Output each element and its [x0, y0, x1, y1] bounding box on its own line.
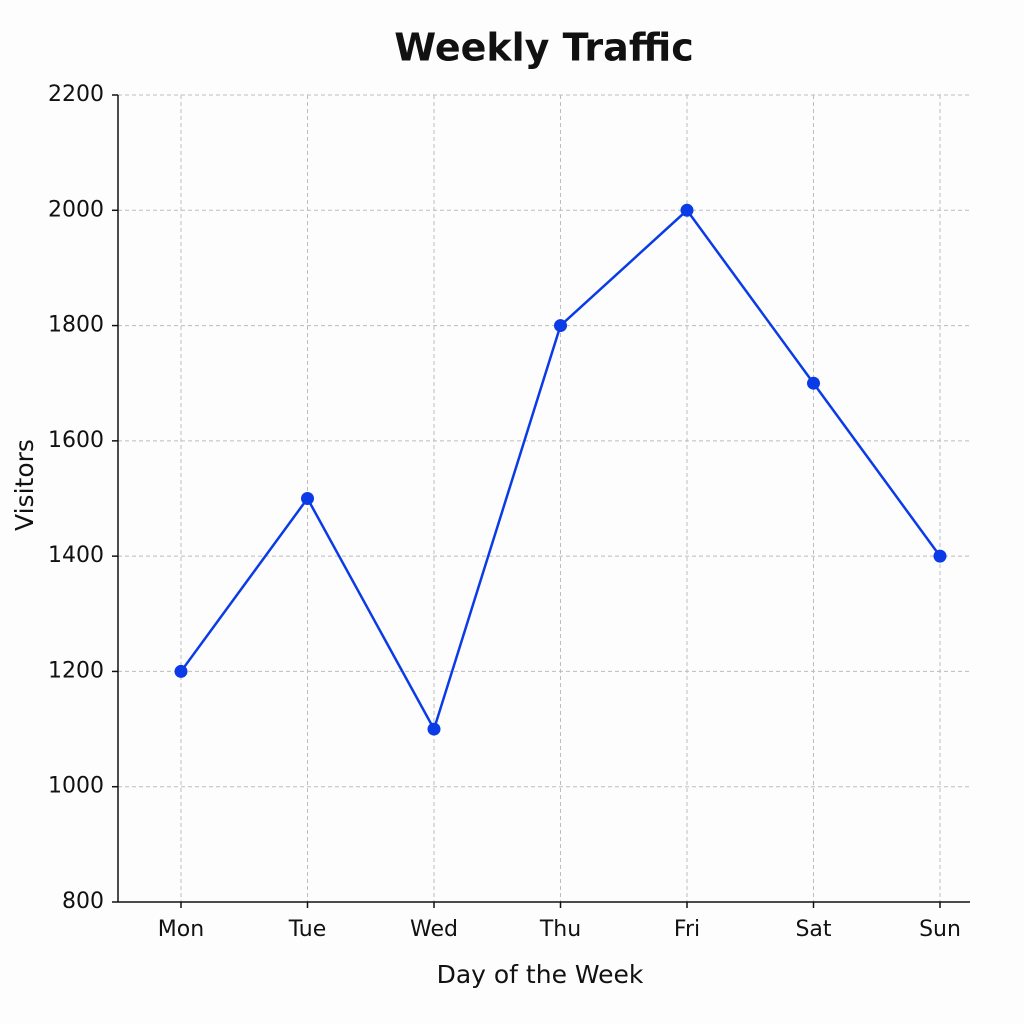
x-tick-label: Fri — [674, 917, 700, 942]
data-point — [427, 722, 441, 736]
y-tick-label: 2200 — [48, 82, 104, 107]
data-point — [680, 203, 694, 217]
y-tick-label: 1000 — [48, 774, 104, 799]
x-tick-label: Tue — [288, 917, 327, 942]
x-tick-label: Wed — [410, 917, 458, 942]
data-point — [174, 664, 188, 678]
y-tick-label: 2000 — [48, 197, 104, 222]
y-tick-label: 1600 — [48, 428, 104, 453]
y-tick-label: 1400 — [48, 543, 104, 568]
x-tick-label: Sun — [919, 917, 961, 942]
x-tick-label: Sat — [795, 917, 831, 942]
x-tick-label: Thu — [539, 917, 581, 942]
x-tick-label: Mon — [158, 917, 204, 942]
data-point — [933, 549, 947, 563]
data-point — [301, 492, 314, 505]
x-axis-label: Day of the Week — [437, 960, 644, 989]
data-point — [807, 376, 820, 390]
chart-title: Weekly Traffic — [394, 26, 693, 70]
y-axis-label: Visitors — [10, 439, 39, 531]
y-tick-label: 800 — [62, 889, 104, 914]
y-tick-label: 1200 — [48, 658, 104, 683]
y-tick-label: 1800 — [48, 313, 104, 338]
data-point — [554, 319, 567, 333]
